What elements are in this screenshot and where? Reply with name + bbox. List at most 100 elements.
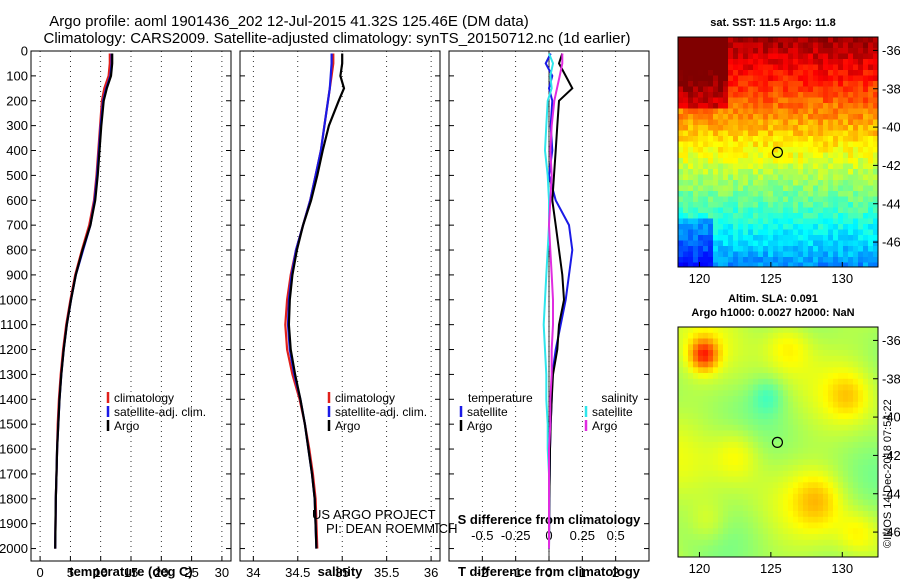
heatmap-cell bbox=[863, 86, 869, 93]
heatmap-cell bbox=[728, 367, 734, 374]
heatmap-cell bbox=[853, 70, 859, 76]
heatmap-cell bbox=[728, 136, 734, 142]
heatmap-cell bbox=[723, 136, 729, 142]
heatmap-cell bbox=[728, 505, 734, 512]
y-tick-label: -42 bbox=[882, 448, 900, 463]
heatmap-cell bbox=[748, 251, 754, 258]
heatmap-cell bbox=[858, 64, 864, 71]
heatmap-cell bbox=[808, 528, 814, 535]
heatmap-cell bbox=[718, 37, 724, 43]
heatmap-cell bbox=[743, 459, 749, 466]
heatmap-cell bbox=[753, 522, 759, 529]
heatmap-cell bbox=[798, 169, 804, 175]
heatmap-cell bbox=[683, 207, 689, 214]
heatmap-cell bbox=[698, 180, 704, 186]
heatmap-cell bbox=[873, 396, 878, 403]
heatmap-cell bbox=[728, 196, 734, 203]
heatmap-cell bbox=[738, 257, 744, 263]
heatmap-cell bbox=[848, 196, 854, 203]
heatmap-cell bbox=[688, 191, 694, 197]
heatmap-cell bbox=[843, 447, 849, 454]
heatmap-cell bbox=[728, 327, 734, 334]
heatmap-cell bbox=[728, 108, 734, 115]
heatmap-cell bbox=[868, 401, 874, 408]
heatmap-cell bbox=[858, 59, 864, 65]
heatmap-cell bbox=[743, 413, 749, 420]
heatmap-cell bbox=[788, 163, 794, 170]
heatmap-cell bbox=[743, 136, 749, 142]
heatmap-cell bbox=[753, 108, 759, 115]
heatmap-cell bbox=[868, 511, 874, 518]
heatmap-cell bbox=[728, 141, 734, 148]
heatmap-cell bbox=[853, 384, 859, 391]
heatmap-cell bbox=[858, 152, 864, 159]
heatmap-cell bbox=[703, 235, 709, 241]
x-tick-label: 0 bbox=[545, 565, 552, 580]
heatmap-cell bbox=[698, 229, 704, 236]
heatmap-cell bbox=[788, 257, 794, 263]
heatmap-cell bbox=[848, 476, 854, 483]
heatmap-cell bbox=[798, 119, 804, 126]
heatmap-cell bbox=[743, 218, 749, 225]
heatmap-cell bbox=[743, 64, 749, 71]
heatmap-cell bbox=[863, 114, 869, 120]
heatmap-cell bbox=[738, 401, 744, 408]
heatmap-cell bbox=[683, 528, 689, 535]
heatmap-cell bbox=[718, 125, 724, 131]
heatmap-cell bbox=[678, 447, 684, 454]
heatmap-cell bbox=[698, 235, 704, 241]
heatmap-cell bbox=[703, 453, 709, 460]
heatmap-cell bbox=[743, 373, 749, 380]
heatmap-cell bbox=[763, 332, 769, 339]
heatmap-cell bbox=[803, 108, 809, 115]
heatmap-cell bbox=[788, 511, 794, 518]
heatmap-cell bbox=[873, 384, 878, 391]
heatmap-cell bbox=[753, 459, 759, 466]
heatmap-cell bbox=[723, 424, 729, 431]
heatmap-cell bbox=[868, 119, 874, 126]
heatmap-cell bbox=[748, 196, 754, 203]
x-tick-label: 35.5 bbox=[374, 565, 399, 580]
heatmap-cell bbox=[708, 453, 714, 460]
heatmap-cell bbox=[858, 465, 864, 472]
heatmap-cell bbox=[758, 103, 764, 109]
heatmap-cell bbox=[863, 240, 869, 247]
heatmap-cell bbox=[758, 86, 764, 93]
heatmap-cell bbox=[763, 86, 769, 93]
heatmap-cell bbox=[733, 465, 739, 472]
heatmap-cell bbox=[688, 196, 694, 203]
heatmap-cell bbox=[798, 224, 804, 230]
heatmap-cell bbox=[868, 75, 874, 82]
heatmap-cell bbox=[753, 86, 759, 93]
heatmap-cell bbox=[843, 240, 849, 247]
heatmap-cell bbox=[688, 407, 694, 414]
heatmap-cell bbox=[823, 373, 829, 380]
heatmap-cell bbox=[713, 355, 719, 362]
heatmap-cell bbox=[803, 86, 809, 93]
heatmap-cell bbox=[813, 511, 819, 518]
heatmap-cell bbox=[838, 130, 844, 137]
heatmap-cell bbox=[828, 551, 834, 557]
heatmap-cell bbox=[818, 235, 824, 241]
heatmap-cell bbox=[703, 430, 709, 437]
heatmap-cell bbox=[688, 163, 694, 170]
heatmap-cell bbox=[678, 545, 684, 552]
heatmap-cell bbox=[853, 401, 859, 408]
heatmap-cell bbox=[873, 224, 878, 230]
heatmap-cell bbox=[833, 246, 839, 252]
heatmap-cell bbox=[863, 97, 869, 104]
heatmap-cell bbox=[708, 488, 714, 495]
heatmap-cell bbox=[783, 86, 789, 93]
heatmap-cell bbox=[753, 327, 759, 334]
heatmap-cell bbox=[818, 141, 824, 148]
heatmap-cell bbox=[678, 48, 684, 54]
heatmap-cell bbox=[823, 257, 829, 263]
heatmap-cell bbox=[778, 213, 784, 219]
heatmap-cell bbox=[728, 169, 734, 175]
heatmap-cell bbox=[768, 459, 774, 466]
heatmap-cell bbox=[778, 202, 784, 208]
heatmap-cell bbox=[818, 147, 824, 153]
heatmap-cell bbox=[838, 344, 844, 351]
heatmap-cell bbox=[718, 551, 724, 557]
heatmap-cell bbox=[783, 70, 789, 76]
